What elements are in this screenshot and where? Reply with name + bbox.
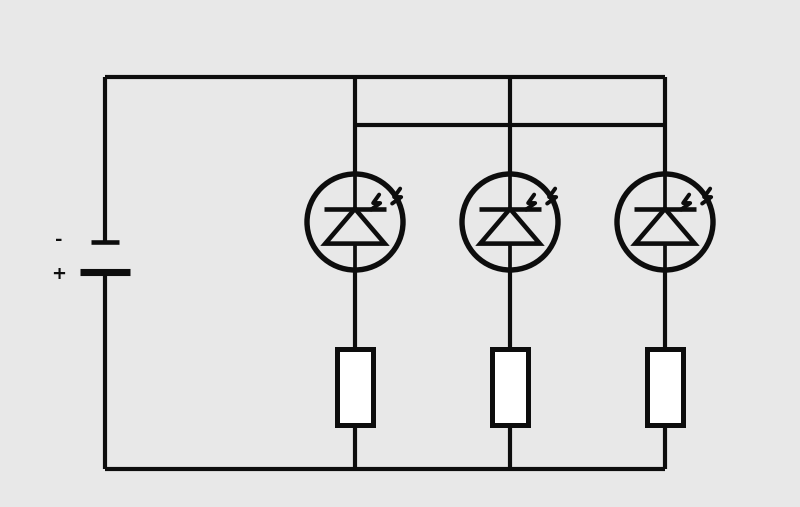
Bar [647, 349, 683, 425]
Bar [492, 349, 528, 425]
Text: +: + [51, 265, 66, 283]
Bar [337, 349, 373, 425]
Text: -: - [55, 231, 62, 249]
